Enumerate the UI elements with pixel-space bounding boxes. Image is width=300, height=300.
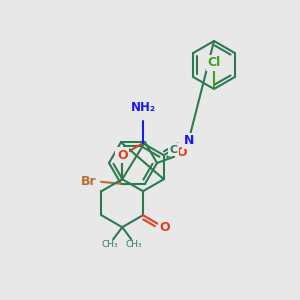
Text: C: C (169, 145, 177, 155)
Text: N: N (184, 134, 194, 147)
Text: O: O (117, 149, 128, 162)
Text: Cl: Cl (207, 56, 220, 70)
Text: Br: Br (81, 175, 97, 188)
Text: O: O (159, 221, 170, 234)
Text: NH₂: NH₂ (130, 101, 155, 114)
Text: CH₃: CH₃ (126, 240, 142, 249)
Text: CH₃: CH₃ (102, 240, 119, 249)
Text: O: O (177, 146, 187, 158)
